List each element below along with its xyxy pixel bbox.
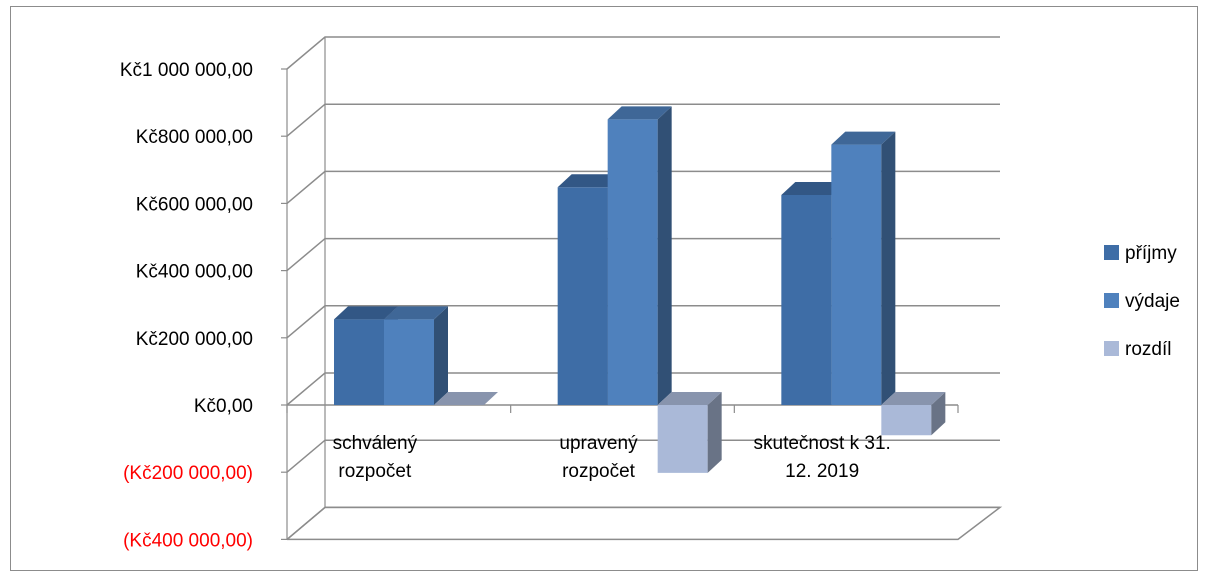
x-category-line: schválený xyxy=(333,433,418,454)
bar-top xyxy=(881,392,946,405)
bar-side xyxy=(657,106,672,406)
legend-item: rozdíl xyxy=(1104,339,1171,360)
bar xyxy=(657,392,722,473)
bar-top xyxy=(657,392,722,405)
bar xyxy=(384,306,448,405)
legend-swatch xyxy=(1104,245,1119,260)
gridline xyxy=(286,305,1000,339)
bar-side xyxy=(707,392,722,473)
y-tick-label: (Kč400 000,00) xyxy=(123,530,253,551)
x-category-label: schválený rozpočet xyxy=(333,433,418,482)
bar-top xyxy=(831,131,896,145)
gridline xyxy=(286,237,1000,272)
y-tick-label: Kč400 000,00 xyxy=(136,262,253,283)
gridline xyxy=(286,372,1000,406)
bar xyxy=(607,106,672,406)
legend-label: rozdíl xyxy=(1125,339,1171,360)
bars xyxy=(334,106,946,473)
y-tick-label: Kč0,00 xyxy=(194,396,253,417)
bar-front xyxy=(334,319,384,405)
bar-top xyxy=(384,306,448,320)
x-category-label: skutečnost k 31. 12. 2019 xyxy=(754,433,891,482)
y-tick-label: Kč1 000 000,00 xyxy=(120,60,253,81)
bar-top xyxy=(557,174,622,188)
legend-item: výdaje xyxy=(1104,291,1180,312)
x-category-line: rozpočet xyxy=(338,461,412,482)
chart-floor xyxy=(286,506,1003,541)
y-tick-label: Kč600 000,00 xyxy=(136,194,253,215)
bar-front xyxy=(607,119,658,406)
bar-front xyxy=(657,405,708,473)
bar-top xyxy=(781,182,846,195)
bar-front xyxy=(557,187,608,405)
gridline xyxy=(286,506,1000,540)
bar xyxy=(831,131,896,405)
x-axis-categories: schválený rozpočet upravený rozpočet skutečn… xyxy=(333,433,891,482)
y-axis: Kč1 000 000,00 Kč800 000,00 Kč600 000,00 Kč… xyxy=(120,60,287,551)
bar-front xyxy=(781,195,832,405)
legend-item: příjmy xyxy=(1104,243,1177,264)
legend-label: výdaje xyxy=(1125,291,1180,312)
bar-top xyxy=(607,106,672,120)
gridline xyxy=(286,170,1000,204)
x-category-line: rozpočet xyxy=(562,461,636,482)
legend-swatch xyxy=(1104,341,1119,356)
legend: příjmy výdaje rozdíl xyxy=(1104,243,1180,360)
gridlines xyxy=(286,36,1000,540)
x-category-label: upravený rozpočet xyxy=(559,433,638,482)
bar-side xyxy=(434,306,448,405)
x-category-line: upravený xyxy=(559,433,638,454)
y-tick-label: Kč200 000,00 xyxy=(136,329,253,350)
legend-label: příjmy xyxy=(1125,243,1177,264)
bar xyxy=(881,392,946,436)
bar-top xyxy=(434,392,498,405)
bar-side xyxy=(881,131,896,405)
bar-front xyxy=(384,319,434,405)
x-category-line: 12. 2019 xyxy=(785,461,859,482)
bar-top xyxy=(334,306,398,320)
bar-side xyxy=(931,392,946,436)
x-category-line: skutečnost k 31. xyxy=(754,433,891,454)
bar-front xyxy=(831,144,882,405)
legend-swatch xyxy=(1104,293,1119,308)
y-tick-label: Kč800 000,00 xyxy=(136,127,253,148)
gridline xyxy=(286,439,1000,473)
bar xyxy=(434,392,498,405)
gridline xyxy=(286,103,1000,137)
bar-front xyxy=(881,405,932,436)
y-tick-label: (Kč200 000,00) xyxy=(123,463,253,484)
gridline xyxy=(286,36,1000,70)
x-axis xyxy=(286,404,959,413)
